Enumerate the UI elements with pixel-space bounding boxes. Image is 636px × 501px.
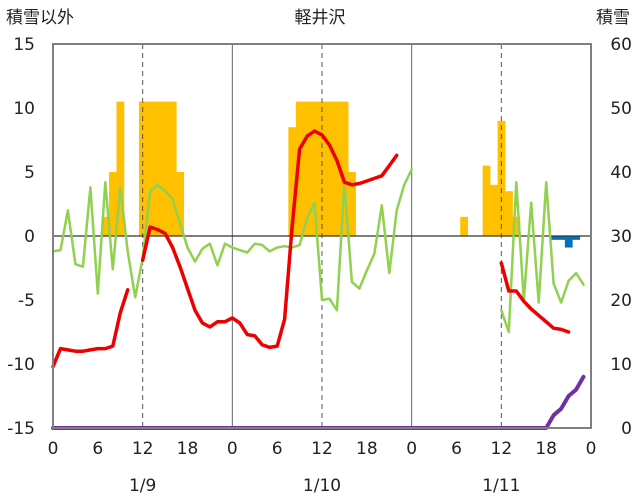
x-tick-label: 0 [48,439,59,459]
snow-depth-bar [295,101,304,236]
x-tick-label: 0 [406,439,417,459]
snow-depth-bar [168,101,177,236]
x-tick-label: 18 [177,439,199,459]
left-tick-label: 0 [24,227,35,247]
left-tick-label: -10 [7,355,35,375]
date-label: 1/10 [303,476,341,496]
snow-depth-bar [325,101,334,236]
snowfall-bar [549,236,558,240]
x-tick-label: 18 [535,439,557,459]
snow-depth-bar [348,172,356,236]
snow-depth-bar [333,101,341,236]
snow-depth-bar [482,165,491,236]
right-tick-label: 50 [610,99,632,119]
snow-depth-bar [161,101,170,236]
right-tick-label: 0 [621,419,632,439]
snow-depth-bar [460,216,469,236]
snow-depth-bar [318,101,327,236]
snow-depth-bar [310,101,319,236]
snow-depth-bar [497,120,506,236]
snow-depth-bar [138,101,147,236]
left-axis-label: 積雪以外 [6,8,74,28]
temperature-line [51,288,130,369]
snow-depth-bar [288,127,297,236]
right-tick-label: 40 [610,163,632,183]
x-tick-label: 12 [132,439,154,459]
x-tick-label: 12 [491,439,513,459]
temperature-line [140,129,399,350]
snow-depth-bar [153,101,162,236]
left-tick-label: -15 [7,419,35,439]
snowfall-bar [572,236,581,240]
temperature-line [499,261,571,334]
right-axis-label: 積雪 [596,8,630,28]
snow-depth-bar [505,191,513,236]
grid-layer [53,44,591,428]
right-tick-label: 30 [610,227,632,247]
snow-depth-bar [512,216,521,236]
x-tick-label: 6 [92,439,103,459]
dewpoint-line [500,180,585,334]
date-label: 1/9 [129,476,156,496]
chart-title: 軽井沢 [295,8,346,28]
date-label: 1/11 [482,476,520,496]
x-tick-label: 6 [272,439,283,459]
plot-frame [52,43,592,429]
snow-depth-bar [340,101,349,236]
x-tick-label: 18 [356,439,378,459]
bars-layer [101,101,581,248]
snowfall-bar [557,236,566,240]
dewpoint-line [51,168,413,312]
snow-depth-bar [116,101,125,236]
frame-layer [52,43,592,429]
right-tick-label: 20 [610,291,632,311]
x-tick-label: 0 [227,439,238,459]
snow-depth-bar [303,101,312,236]
x-tick-label: 6 [451,439,462,459]
x-tick-label: 12 [311,439,333,459]
text-layer: 積雪以外 軽井沢 積雪 151050-5-10-1560504030201000… [6,8,632,496]
right-tick-label: 60 [610,35,632,55]
left-tick-label: 15 [13,35,35,55]
snowfall-bar [564,236,573,248]
snow-depth-bar [490,184,498,236]
snow-depth-bar [146,101,155,236]
left-tick-label: 10 [13,99,35,119]
left-tick-label: 5 [24,163,35,183]
snow-depth-bar [101,216,110,236]
snow-depth-bar [109,172,117,236]
x-tick-label: 0 [586,439,597,459]
right-tick-label: 10 [610,355,632,375]
snow-depth-bar [176,172,185,236]
sunshine-line [51,374,586,430]
left-tick-label: -5 [18,291,35,311]
